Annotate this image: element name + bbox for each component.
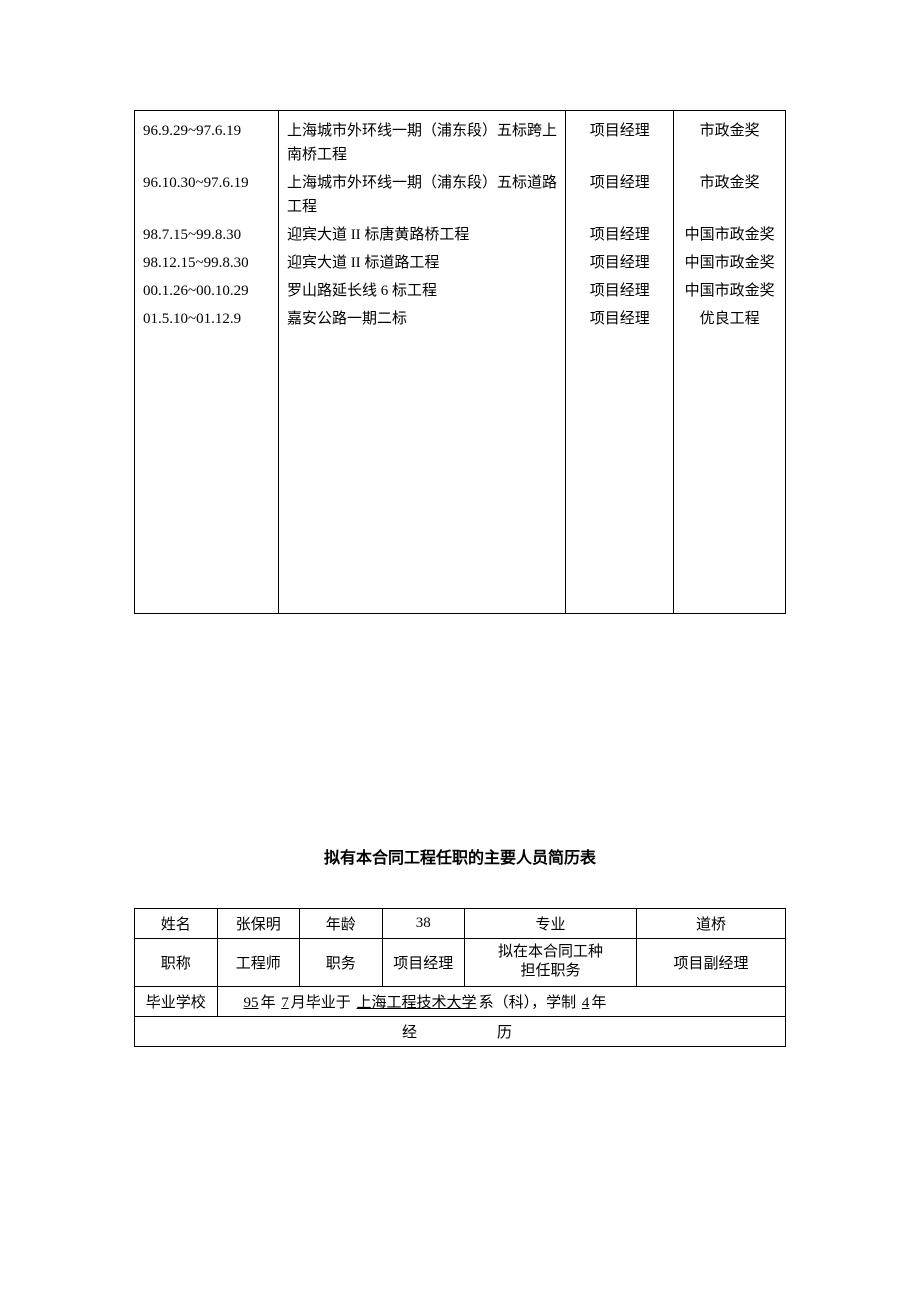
major-label: 专业 bbox=[465, 908, 637, 938]
role-cell: 项目经理 bbox=[566, 249, 674, 277]
award-cell: 优良工程 bbox=[674, 305, 786, 333]
major-value: 道桥 bbox=[636, 908, 785, 938]
experience-table: 96.9.29~97.6.19 上海城市外环线一期（浦东段）五标跨上南桥工程 项… bbox=[134, 110, 786, 614]
school-label: 毕业学校 bbox=[135, 986, 218, 1016]
award-cell: 市政金奖 bbox=[674, 111, 786, 170]
school-university: 上海工程技术大学 bbox=[355, 995, 479, 1011]
award-cell: 中国市政金奖 bbox=[674, 249, 786, 277]
date-cell: 98.7.15~99.8.30 bbox=[135, 221, 279, 249]
award-cell: 市政金奖 bbox=[674, 169, 786, 221]
project-cell: 上海城市外环线一期（浦东段）五标跨上南桥工程 bbox=[278, 111, 565, 170]
intended-value: 项目副经理 bbox=[636, 938, 785, 986]
school-month-text: 月毕业于 bbox=[291, 995, 351, 1011]
project-cell: 嘉安公路一期二标 bbox=[278, 305, 565, 333]
age-label: 年龄 bbox=[300, 908, 383, 938]
award-cell: 中国市政金奖 bbox=[674, 277, 786, 305]
school-years-text: 年 bbox=[591, 995, 606, 1011]
school-value: 95年 7月毕业于 上海工程技术大学系（科），学制 4年 bbox=[217, 986, 785, 1016]
resume-row-2: 职称 工程师 职务 项目经理 拟在本合同工种 担任职务 项目副经理 bbox=[135, 938, 786, 986]
school-year-text: 年 bbox=[261, 995, 276, 1011]
date-cell: 96.10.30~97.6.19 bbox=[135, 169, 279, 221]
date-cell: 96.9.29~97.6.19 bbox=[135, 111, 279, 170]
name-label: 姓名 bbox=[135, 908, 218, 938]
project-cell: 迎宾大道 II 标道路工程 bbox=[278, 249, 565, 277]
resume-table: 姓名 张保明 年龄 38 专业 道桥 职称 工程师 职务 项目经理 拟在本合同工… bbox=[134, 908, 786, 1047]
age-value: 38 bbox=[382, 908, 465, 938]
resume-row-school: 毕业学校 95年 7月毕业于 上海工程技术大学系（科），学制 4年 bbox=[135, 986, 786, 1016]
school-month: 7 bbox=[279, 995, 291, 1011]
role-cell: 项目经理 bbox=[566, 305, 674, 333]
table-filler-row bbox=[135, 333, 786, 613]
section-title: 拟有本合同工程任职的主要人员简历表 bbox=[134, 844, 786, 868]
table-row: 00.1.26~00.10.29 罗山路延长线 6 标工程 项目经理 中国市政金… bbox=[135, 277, 786, 305]
project-cell: 上海城市外环线一期（浦东段）五标道路工程 bbox=[278, 169, 565, 221]
role-cell: 项目经理 bbox=[566, 169, 674, 221]
project-cell: 罗山路延长线 6 标工程 bbox=[278, 277, 565, 305]
position-value: 项目经理 bbox=[382, 938, 465, 986]
role-cell: 项目经理 bbox=[566, 111, 674, 170]
title-label: 职称 bbox=[135, 938, 218, 986]
school-duration: 4 bbox=[580, 995, 592, 1011]
date-cell: 01.5.10~01.12.9 bbox=[135, 305, 279, 333]
name-value: 张保明 bbox=[217, 908, 300, 938]
document-page: 96.9.29~97.6.19 上海城市外环线一期（浦东段）五标跨上南桥工程 项… bbox=[0, 0, 920, 1047]
resume-row-experience: 经历 bbox=[135, 1016, 786, 1046]
title-value: 工程师 bbox=[217, 938, 300, 986]
school-dept-text: 系（科），学制 bbox=[479, 995, 577, 1011]
role-cell: 项目经理 bbox=[566, 221, 674, 249]
date-cell: 00.1.26~00.10.29 bbox=[135, 277, 279, 305]
table-row: 98.12.15~99.8.30 迎宾大道 II 标道路工程 项目经理 中国市政… bbox=[135, 249, 786, 277]
resume-row-1: 姓名 张保明 年龄 38 专业 道桥 bbox=[135, 908, 786, 938]
table-row: 96.9.29~97.6.19 上海城市外环线一期（浦东段）五标跨上南桥工程 项… bbox=[135, 111, 786, 170]
table-row: 01.5.10~01.12.9 嘉安公路一期二标 项目经理 优良工程 bbox=[135, 305, 786, 333]
table-row: 96.10.30~97.6.19 上海城市外环线一期（浦东段）五标道路工程 项目… bbox=[135, 169, 786, 221]
school-year: 95 bbox=[242, 995, 261, 1011]
award-cell: 中国市政金奖 bbox=[674, 221, 786, 249]
position-label: 职务 bbox=[300, 938, 383, 986]
project-cell: 迎宾大道 II 标唐黄路桥工程 bbox=[278, 221, 565, 249]
role-cell: 项目经理 bbox=[566, 277, 674, 305]
table-row: 98.7.15~99.8.30 迎宾大道 II 标唐黄路桥工程 项目经理 中国市… bbox=[135, 221, 786, 249]
date-cell: 98.12.15~99.8.30 bbox=[135, 249, 279, 277]
intended-label: 拟在本合同工种 担任职务 bbox=[465, 938, 637, 986]
experience-header: 经历 bbox=[135, 1016, 786, 1046]
